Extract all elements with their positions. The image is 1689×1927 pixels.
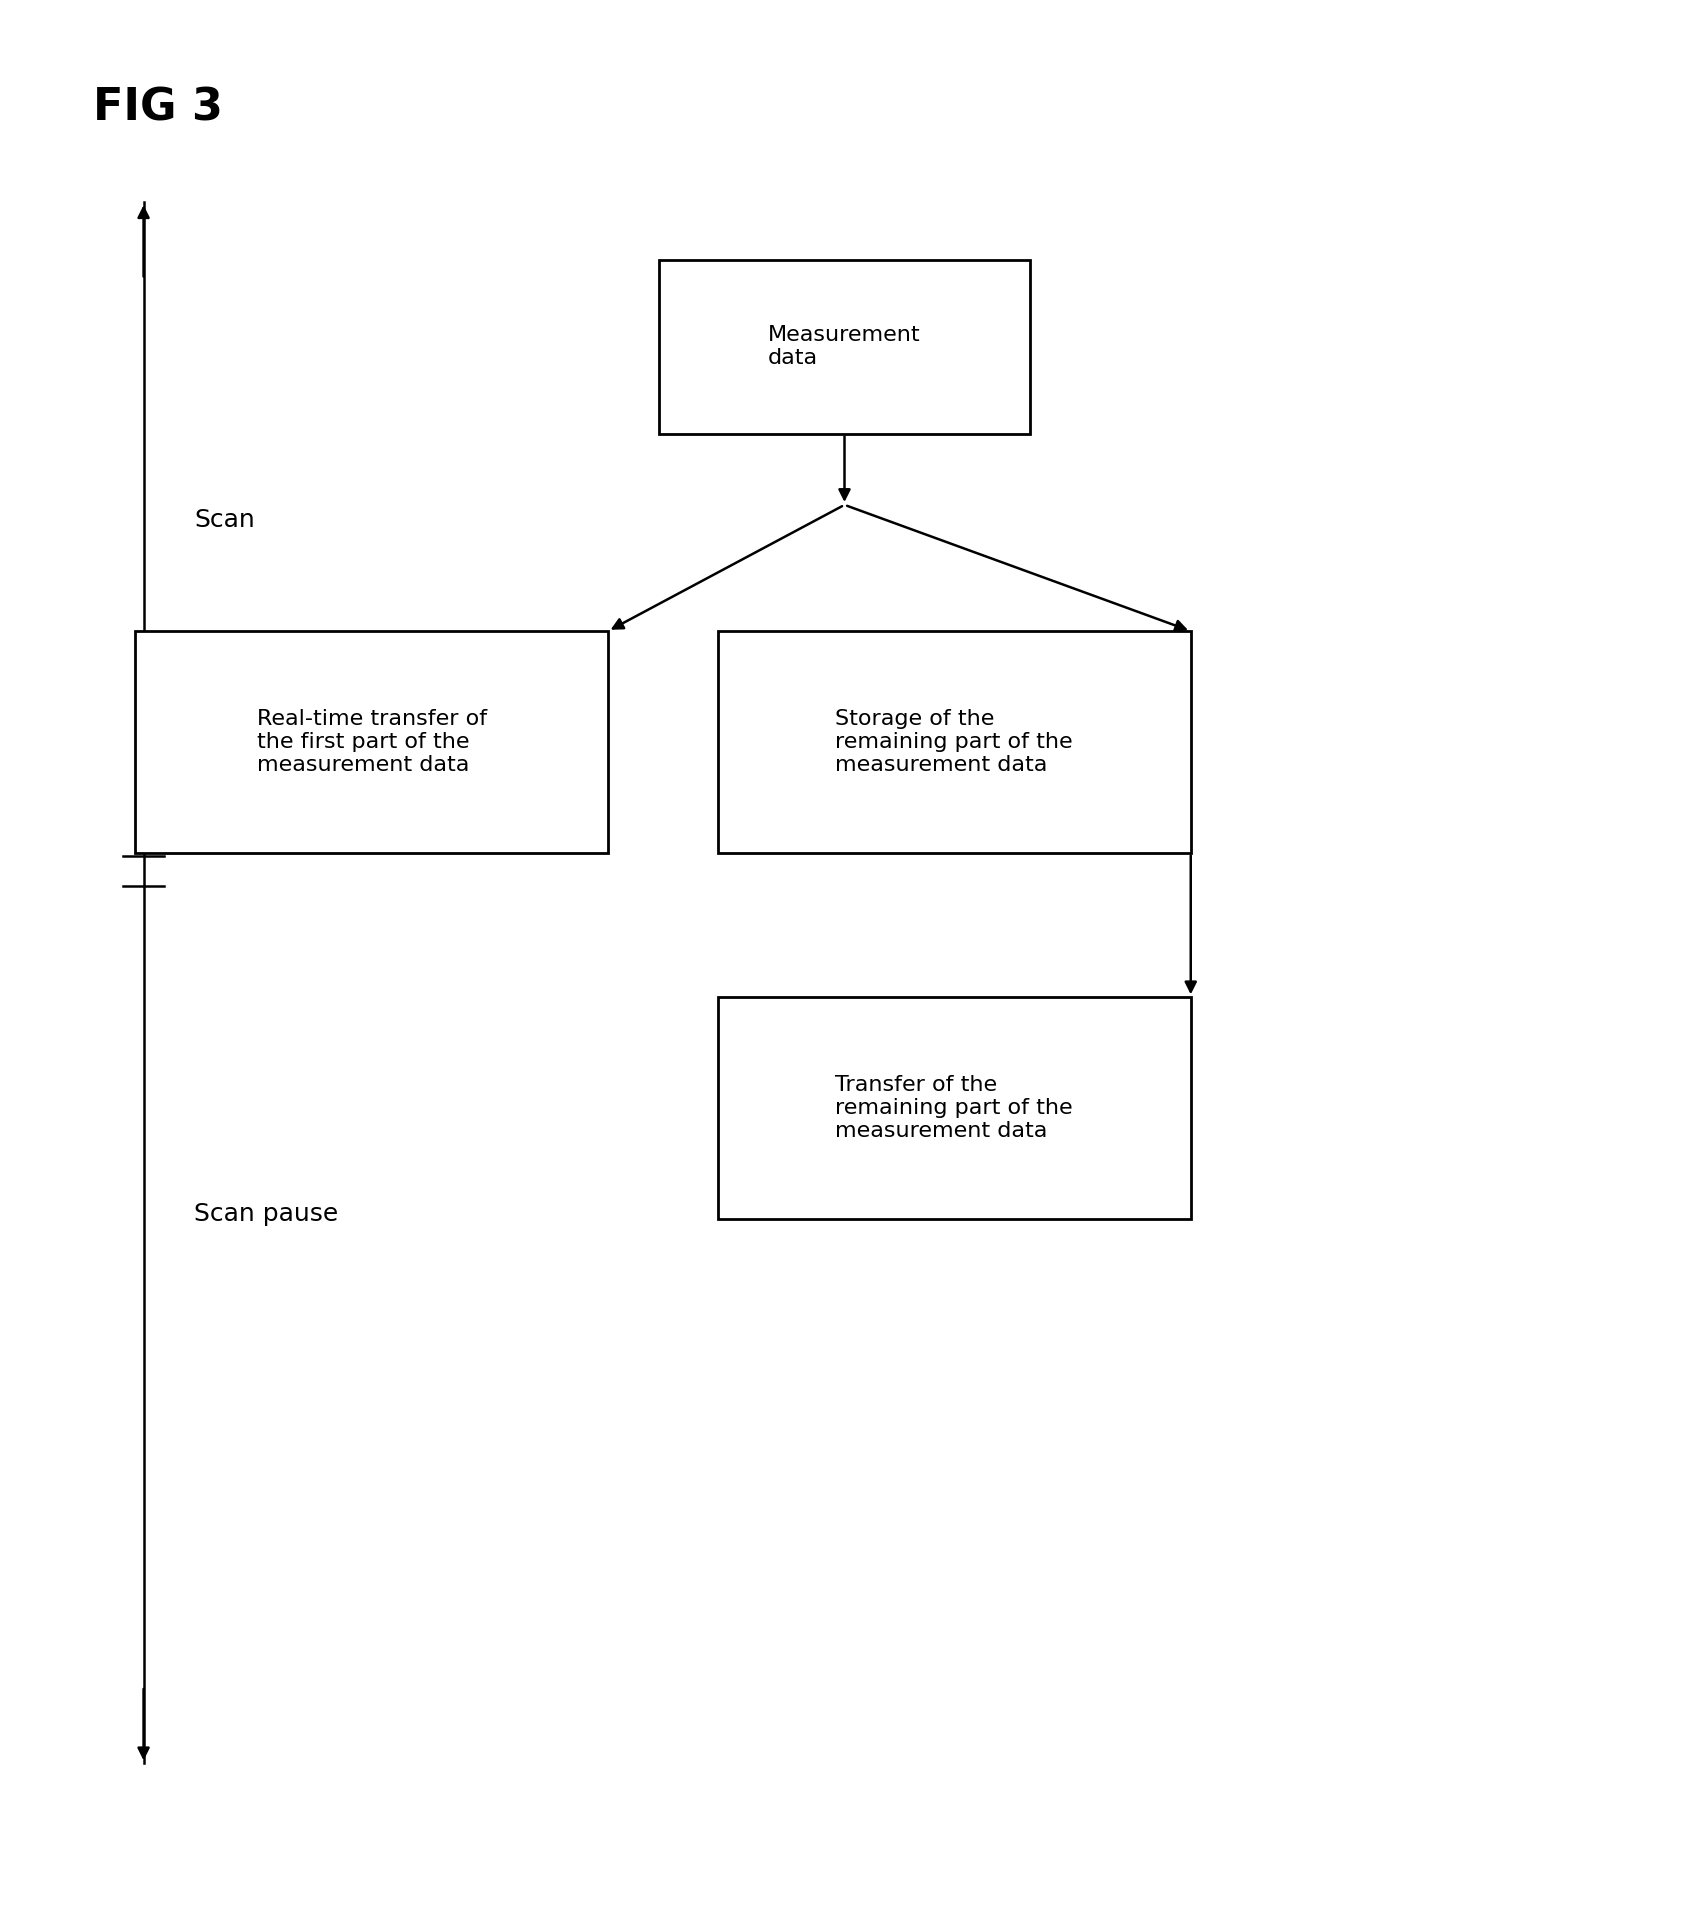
- Text: Storage of the
remaining part of the
measurement data: Storage of the remaining part of the mea…: [836, 709, 1073, 775]
- FancyBboxPatch shape: [718, 632, 1191, 852]
- Text: FIG 3: FIG 3: [93, 87, 223, 129]
- Text: Real-time transfer of
the first part of the
measurement data: Real-time transfer of the first part of …: [257, 709, 486, 775]
- Text: Scan pause: Scan pause: [194, 1202, 338, 1226]
- FancyBboxPatch shape: [659, 260, 1030, 434]
- Text: Transfer of the
remaining part of the
measurement data: Transfer of the remaining part of the me…: [836, 1075, 1073, 1141]
- Text: Scan: Scan: [194, 509, 255, 532]
- Text: Measurement
data: Measurement data: [768, 326, 921, 368]
- FancyBboxPatch shape: [718, 998, 1191, 1220]
- FancyBboxPatch shape: [135, 632, 608, 852]
